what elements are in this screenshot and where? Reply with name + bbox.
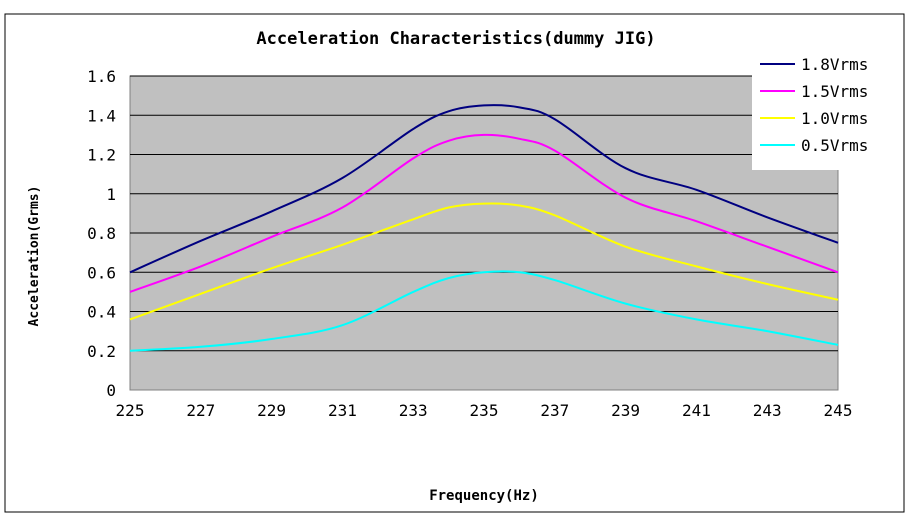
series-line-0.5Vrms <box>129 270 839 352</box>
series-line-1.5Vrms <box>129 133 839 293</box>
y-tick-label: 1 <box>106 185 116 204</box>
x-tick-label: 241 <box>682 401 711 420</box>
x-axis-label: Frequency(Hz) <box>429 488 539 504</box>
x-tick-label: 233 <box>399 401 428 420</box>
legend-entry: 1.5Vrms <box>801 82 868 101</box>
y-tick-label: 0.8 <box>87 224 116 243</box>
x-tick-label: 225 <box>116 401 145 420</box>
x-tick-label: 237 <box>540 401 569 420</box>
series-line-1.0Vrms <box>129 202 839 321</box>
series-line-1.8Vrms <box>129 104 839 274</box>
y-axis-ticks: 0 0.2 0.4 0.6 0.8 1 1.2 1.4 1.6 <box>87 67 116 400</box>
chart-title: Acceleration Characteristics(dummy JIG) <box>256 29 655 49</box>
x-axis-ticks: 225 227 229 231 233 235 237 239 241 243 245 <box>116 401 853 420</box>
legend-entry: 0.5Vrms <box>801 136 868 155</box>
series-lines <box>129 104 839 352</box>
y-tick-label: 1.2 <box>87 146 116 165</box>
y-axis-label: Acceleration(Grms) <box>27 186 42 327</box>
y-tick-label: 1.4 <box>87 106 116 125</box>
legend-box <box>752 48 900 170</box>
x-tick-label: 229 <box>257 401 286 420</box>
x-tick-label: 227 <box>186 401 215 420</box>
x-tick-label: 231 <box>328 401 357 420</box>
legend-entry: 1.0Vrms <box>801 109 868 128</box>
x-tick-label: 239 <box>611 401 640 420</box>
legend: 1.8Vrms 1.5Vrms 1.0Vrms 0.5Vrms <box>760 55 868 155</box>
y-tick-label: 1.6 <box>87 67 116 86</box>
x-tick-label: 245 <box>824 401 853 420</box>
y-tick-label: 0.2 <box>87 342 116 361</box>
x-tick-label: 243 <box>753 401 782 420</box>
legend-entry: 1.8Vrms <box>801 55 868 74</box>
x-tick-label: 235 <box>470 401 499 420</box>
y-tick-label: 0 <box>106 381 116 400</box>
y-tick-label: 0.4 <box>87 303 116 322</box>
y-tick-label: 0.6 <box>87 263 116 282</box>
